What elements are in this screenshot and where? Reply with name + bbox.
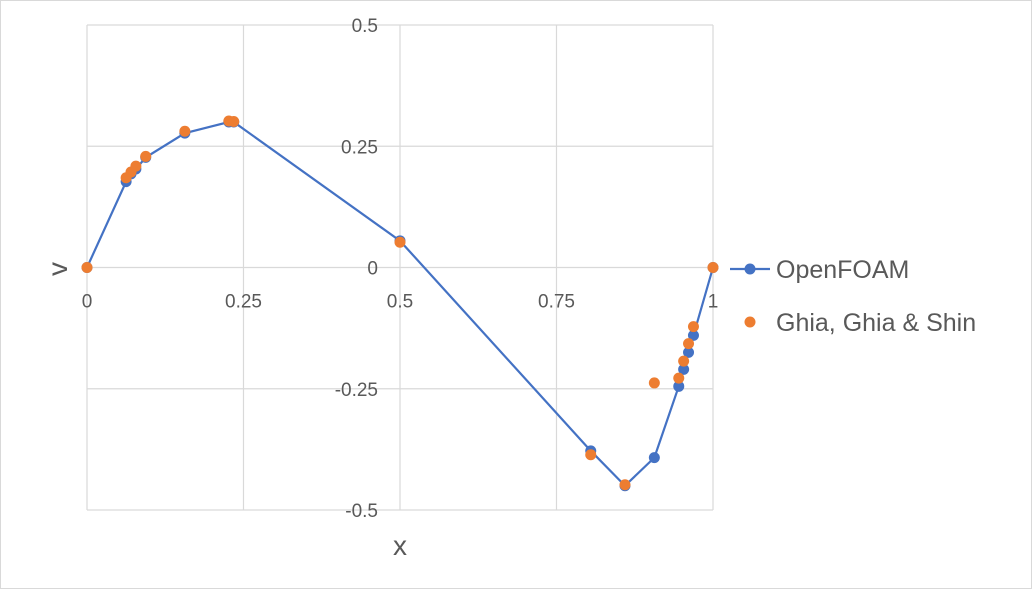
legend-label: OpenFOAM [776,256,909,284]
y-axis-label: v [42,262,73,276]
data-point [683,346,695,358]
data-point [678,363,690,375]
tick-labels: 0 0.25 0.5 0.75 1 0.5 0.25 0 -0.25 -0.5 [82,16,719,522]
x-axis-label: x [393,530,407,561]
x-tick-label: 0.5 [387,292,413,313]
data-point [673,380,685,392]
legend-marker [744,316,756,328]
y-tick-label: 0.5 [352,16,378,37]
y-tick-label: -0.25 [335,380,378,401]
legend-item: Ghia, Ghia & Shin [744,309,976,337]
data-point [619,479,631,491]
y-tick-label: -0.5 [345,501,378,522]
data-point [673,372,685,384]
data-point [687,329,699,341]
data-point [678,355,690,367]
x-tick-label: 0.75 [538,292,575,313]
data-point [140,150,152,162]
data-point [228,116,240,128]
x-tick-label: 1 [708,292,719,313]
series-layer [81,115,719,492]
series-ghia [81,115,719,491]
data-point [648,452,660,464]
legend-marker [744,263,756,275]
x-tick-label: 0.25 [225,292,262,313]
data-point [687,321,699,333]
data-point [394,236,406,248]
data-point [707,262,719,273]
x-tick-label: 0 [82,292,93,313]
legend-item: OpenFOAM [730,256,909,284]
data-point [179,125,191,137]
legend-label: Ghia, Ghia & Shin [776,309,976,337]
data-point [81,262,93,273]
y-tick-label: 0.25 [341,137,378,158]
data-point [585,449,597,461]
data-point [130,160,142,172]
data-point [683,338,695,350]
y-tick-label: 0 [367,259,378,280]
legend: OpenFOAM Ghia, Ghia & Shin [730,256,976,337]
gridlines [86,24,714,511]
data-point [648,377,660,389]
